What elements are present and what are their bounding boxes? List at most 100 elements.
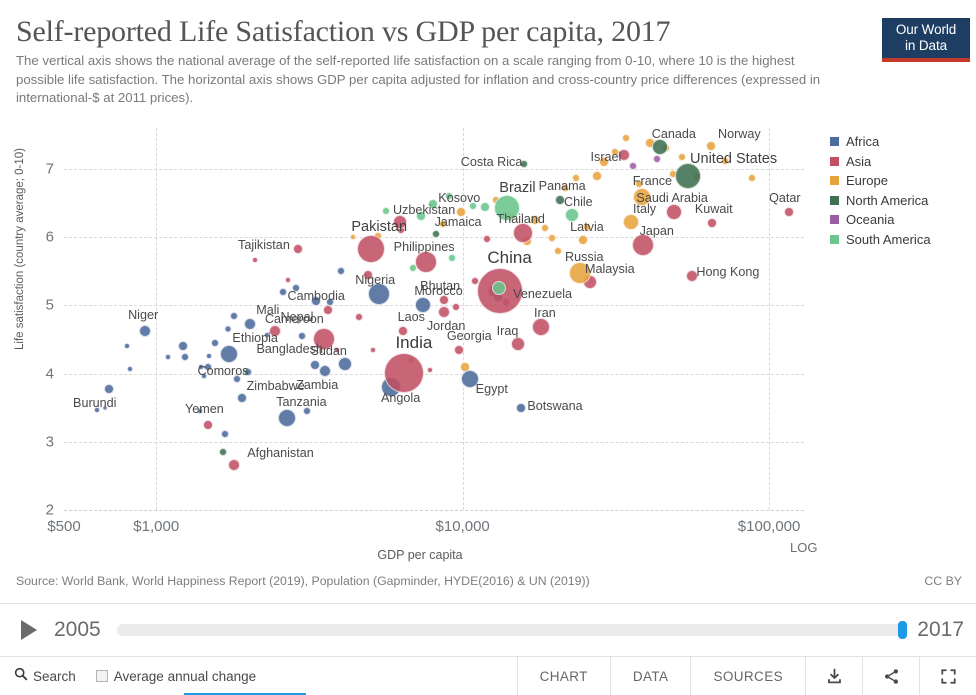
data-point[interactable]: [414, 296, 431, 313]
data-point[interactable]: [565, 207, 580, 222]
legend-item-europe[interactable]: Europe: [830, 171, 970, 191]
data-point[interactable]: [783, 206, 794, 217]
data-point[interactable]: [540, 223, 549, 232]
data-point[interactable]: [93, 406, 100, 413]
data-point[interactable]: [323, 305, 334, 316]
data-point[interactable]: [218, 448, 227, 457]
data-point[interactable]: [512, 223, 533, 244]
fullscreen-icon[interactable]: [919, 657, 976, 695]
data-point[interactable]: [678, 152, 687, 161]
data-point[interactable]: [415, 251, 438, 274]
data-point[interactable]: [221, 429, 230, 438]
data-point[interactable]: [547, 233, 556, 242]
timeline-slider[interactable]: [116, 621, 908, 639]
data-point[interactable]: [438, 219, 447, 228]
data-point[interactable]: [633, 187, 652, 206]
data-point[interactable]: [312, 328, 335, 351]
data-point[interactable]: [268, 324, 281, 337]
data-point[interactable]: [204, 362, 213, 371]
data-point[interactable]: [126, 366, 133, 373]
license-text[interactable]: CC BY: [924, 574, 962, 588]
data-point[interactable]: [233, 375, 242, 384]
tab-sources[interactable]: SOURCES: [690, 657, 805, 695]
data-point[interactable]: [123, 343, 130, 350]
data-point[interactable]: [685, 270, 698, 283]
legend-item-asia[interactable]: Asia: [830, 152, 970, 172]
data-point[interactable]: [368, 283, 391, 306]
data-point[interactable]: [444, 192, 453, 201]
data-point[interactable]: [494, 195, 521, 222]
data-point[interactable]: [362, 269, 373, 280]
scatter-plot[interactable]: Burundi Niger Mali Nepal Ethiopia Comoros Zimb…: [46, 127, 804, 535]
data-point[interactable]: [211, 338, 220, 347]
data-point[interactable]: [706, 140, 717, 151]
data-point[interactable]: [302, 407, 311, 416]
data-point[interactable]: [439, 294, 450, 305]
data-point[interactable]: [447, 253, 456, 262]
data-point[interactable]: [438, 306, 451, 319]
data-point[interactable]: [427, 199, 438, 210]
data-point[interactable]: [706, 217, 717, 228]
data-point[interactable]: [651, 139, 668, 156]
data-point[interactable]: [310, 360, 321, 371]
owid-logo[interactable]: Our World in Data: [882, 18, 970, 62]
data-point[interactable]: [292, 243, 303, 254]
data-point[interactable]: [456, 206, 467, 217]
legend-item-africa[interactable]: Africa: [830, 132, 970, 152]
tab-data[interactable]: DATA: [609, 657, 691, 695]
data-point[interactable]: [311, 295, 322, 306]
data-point[interactable]: [381, 207, 390, 216]
data-point[interactable]: [291, 284, 300, 293]
data-point[interactable]: [531, 317, 550, 336]
data-point[interactable]: [393, 215, 408, 230]
data-point[interactable]: [139, 324, 152, 337]
data-point[interactable]: [334, 346, 341, 353]
data-point[interactable]: [243, 317, 256, 330]
data-point[interactable]: [298, 332, 307, 341]
data-point[interactable]: [432, 229, 441, 238]
data-point[interactable]: [560, 184, 569, 193]
data-point[interactable]: [572, 174, 581, 183]
data-point[interactable]: [244, 368, 253, 377]
data-point[interactable]: [622, 214, 639, 231]
data-point[interactable]: [228, 458, 241, 471]
data-point[interactable]: [357, 235, 386, 264]
data-point[interactable]: [383, 352, 424, 393]
x-axis-scale-toggle[interactable]: LOG: [790, 540, 818, 555]
data-point[interactable]: [197, 408, 204, 415]
average-annual-change-checkbox[interactable]: [95, 670, 108, 682]
data-point[interactable]: [103, 383, 114, 394]
data-point[interactable]: [569, 262, 592, 285]
download-icon[interactable]: [805, 657, 862, 695]
timeline-start-year[interactable]: 2005: [54, 618, 101, 641]
play-icon[interactable]: [12, 613, 46, 647]
data-point[interactable]: [721, 156, 730, 165]
data-point[interactable]: [451, 302, 460, 311]
data-point[interactable]: [415, 210, 426, 221]
search-button[interactable]: Search: [0, 657, 86, 695]
data-point[interactable]: [251, 256, 258, 263]
data-point[interactable]: [454, 345, 465, 356]
data-point[interactable]: [631, 233, 654, 256]
timeline-end-year[interactable]: 2017: [917, 618, 964, 641]
data-point[interactable]: [554, 247, 563, 256]
legend-item-south-america[interactable]: South America: [830, 230, 970, 250]
data-point[interactable]: [634, 179, 643, 188]
data-point[interactable]: [519, 160, 528, 169]
data-point[interactable]: [319, 364, 332, 377]
data-point[interactable]: [350, 234, 357, 241]
data-point[interactable]: [200, 373, 207, 380]
data-point[interactable]: [479, 202, 490, 213]
data-point[interactable]: [177, 341, 188, 352]
data-point[interactable]: [529, 215, 540, 226]
data-point[interactable]: [515, 403, 526, 414]
legend-item-north-america[interactable]: North America: [830, 191, 970, 211]
tab-chart[interactable]: CHART: [516, 657, 610, 695]
data-point[interactable]: [599, 157, 610, 168]
data-point[interactable]: [355, 312, 364, 321]
data-point[interactable]: [555, 194, 566, 205]
data-point[interactable]: [674, 163, 701, 190]
timeline-slider-handle[interactable]: [898, 621, 908, 639]
data-point[interactable]: [285, 277, 292, 284]
data-point[interactable]: [583, 222, 592, 231]
